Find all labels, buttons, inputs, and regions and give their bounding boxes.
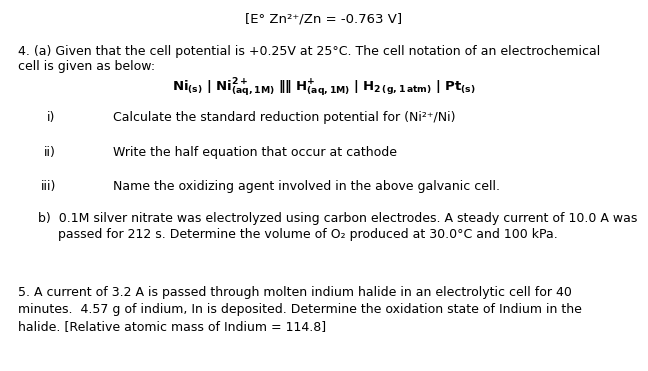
- Text: $\mathbf{Ni}$$\mathbf{_{(s)}}$ $\mathbf{|}$ $\mathbf{Ni^{2+}_{(aq,1M)}}$ $\mathb: $\mathbf{Ni}$$\mathbf{_{(s)}}$ $\mathbf{…: [172, 77, 476, 99]
- Text: halide. [Relative atomic mass of Indium = 114.8]: halide. [Relative atomic mass of Indium …: [18, 320, 327, 333]
- Text: passed for 212 s. Determine the volume of O₂ produced at 30.0°C and 100 kPa.: passed for 212 s. Determine the volume o…: [38, 228, 557, 241]
- Text: ii): ii): [44, 146, 56, 159]
- Text: iii): iii): [41, 180, 56, 193]
- Text: cell is given as below:: cell is given as below:: [18, 60, 156, 73]
- Text: [E° Zn²⁺/Zn = -0.763 V]: [E° Zn²⁺/Zn = -0.763 V]: [246, 13, 402, 26]
- Text: b)  0.1M silver nitrate was electrolyzed using carbon electrodes. A steady curre: b) 0.1M silver nitrate was electrolyzed …: [38, 212, 637, 225]
- Text: i): i): [47, 111, 55, 124]
- Text: minutes.  4.57 g of indium, In is deposited. Determine the oxidation state of In: minutes. 4.57 g of indium, In is deposit…: [18, 303, 582, 316]
- Text: 4. (a) Given that the cell potential is +0.25V at 25°C. The cell notation of an : 4. (a) Given that the cell potential is …: [18, 45, 601, 58]
- Text: 5. A current of 3.2 A is passed through molten indium halide in an electrolytic : 5. A current of 3.2 A is passed through …: [18, 286, 572, 299]
- Text: Calculate the standard reduction potential for (Ni²⁺/Ni): Calculate the standard reduction potenti…: [113, 111, 456, 124]
- Text: Name the oxidizing agent involved in the above galvanic cell.: Name the oxidizing agent involved in the…: [113, 180, 500, 193]
- Text: Write the half equation that occur at cathode: Write the half equation that occur at ca…: [113, 146, 397, 159]
